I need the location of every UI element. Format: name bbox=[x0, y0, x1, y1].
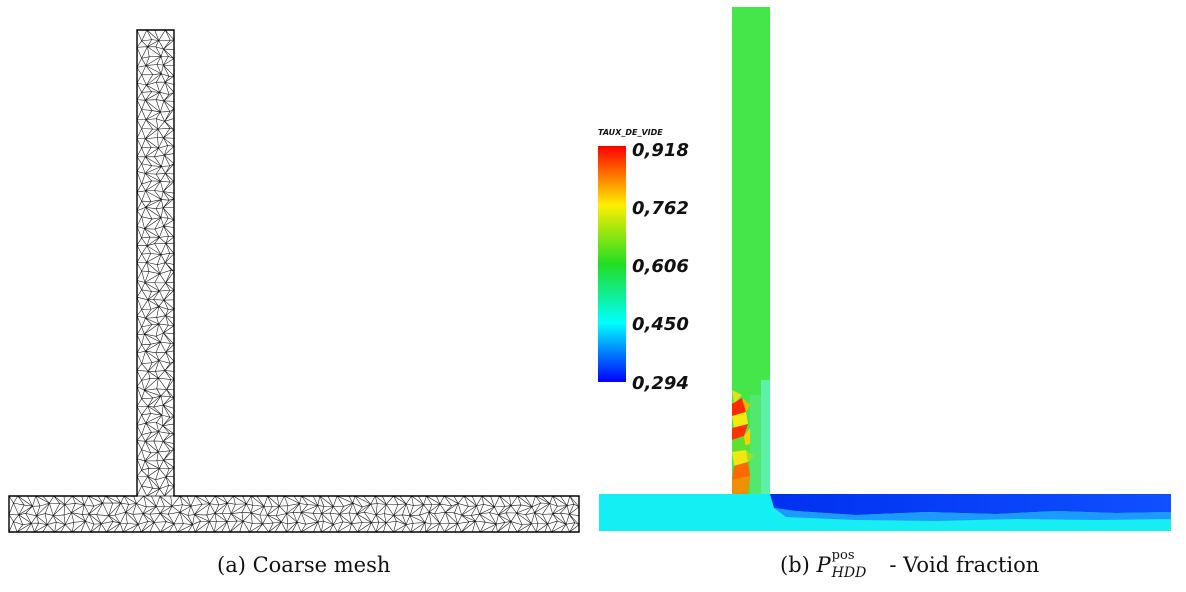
low-void-region bbox=[770, 494, 1171, 515]
mesh-vertical-branch bbox=[136, 29, 175, 497]
colorbar-title: TAUX_DE_VIDE bbox=[598, 128, 663, 137]
caption-coarse-mesh: (a) Coarse mesh bbox=[217, 553, 390, 577]
caption-a-prefix: (a) bbox=[217, 553, 246, 577]
caption-b-superscript: pos bbox=[831, 548, 855, 563]
mesh-triangles bbox=[136, 29, 175, 497]
mesh-horizontal-branch bbox=[8, 495, 580, 534]
vertical-pipe-right-layer bbox=[761, 380, 770, 495]
colorbar-tick-label: 0,294 bbox=[632, 373, 689, 394]
mesh-outline bbox=[8, 29, 580, 533]
caption-b-prefix: (b) bbox=[780, 553, 810, 577]
coarse-mesh-diagram bbox=[8, 29, 580, 534]
caption-b-symbol: P bbox=[816, 553, 831, 577]
caption-a-text: Coarse mesh bbox=[252, 553, 391, 577]
vertical-pipe-inner-band bbox=[750, 395, 761, 495]
void-fraction-diagram bbox=[598, 7, 1171, 531]
colorbar-ramp bbox=[598, 146, 626, 382]
colorbar-tick-label: 0,450 bbox=[632, 314, 689, 335]
colorbar-tick-label: 0,606 bbox=[632, 256, 689, 277]
caption-b-text: - Void fraction bbox=[889, 553, 1040, 577]
mesh-triangles bbox=[8, 495, 580, 534]
caption-b-subscript: HDD bbox=[831, 565, 867, 581]
colorbar-tick-label: 0,918 bbox=[632, 140, 689, 161]
high-void-cells bbox=[732, 390, 754, 494]
colorbar-tick-label: 0,762 bbox=[632, 198, 689, 219]
low-void-transition bbox=[774, 508, 1171, 521]
